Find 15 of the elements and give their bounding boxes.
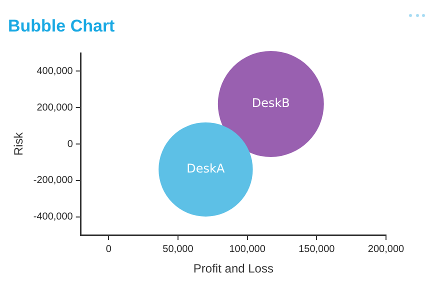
y-tick-label: 200,000: [36, 102, 74, 114]
y-tick-label: -200,000: [33, 175, 74, 186]
x-tick-label: 0: [106, 244, 112, 255]
x-tick-label: 150,000: [298, 244, 336, 255]
y-tick-label: -400,000: [33, 212, 74, 223]
y-tick-label: 400,000: [36, 66, 74, 77]
x-axis-title: Profit and Loss: [193, 262, 274, 276]
x-tick-label: 100,000: [229, 244, 266, 255]
x-tick-label: 200,000: [368, 244, 405, 255]
y-tick-label: 0: [67, 138, 74, 150]
series-label: DeskB: [252, 96, 290, 110]
x-tick-label: 50,000: [162, 244, 194, 255]
series-label: DeskA: [186, 162, 226, 176]
chart-title: Bubble Chart: [8, 16, 116, 36]
y-axis-title: Risk: [12, 131, 26, 156]
